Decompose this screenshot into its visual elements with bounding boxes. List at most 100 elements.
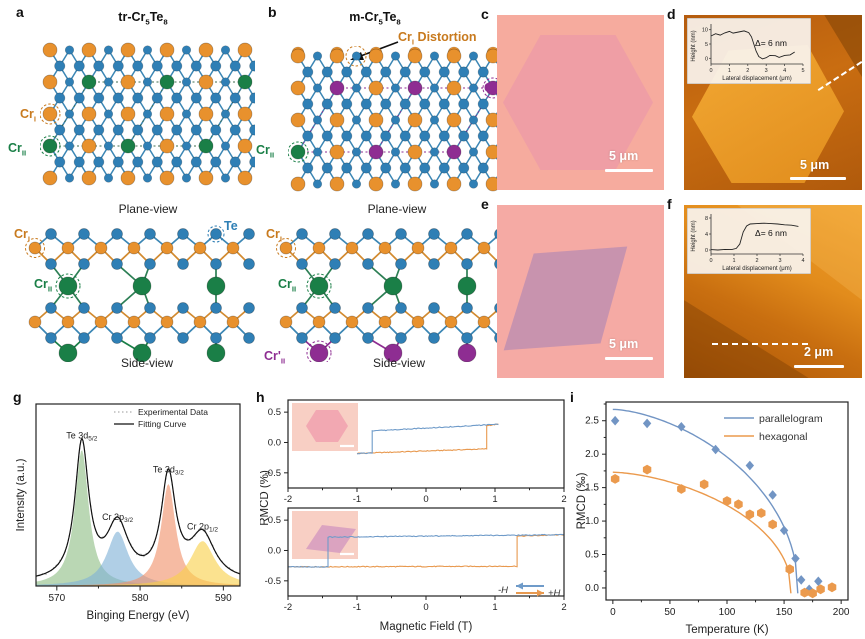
xps-spectrum-chart: 570 580 590 Binging Energy (eV) Intensity (a…: [16, 403, 241, 622]
svg-text:1.0: 1.0: [585, 516, 599, 527]
rmcd-temperature-chart: 0 50 100 150 200 0.0 0.5 1.0 1.5 2.0 2.5 parallelog…: [576, 401, 850, 636]
svg-text:1: 1: [492, 494, 497, 505]
hexagonal-flake: [503, 35, 653, 170]
optical-image-hexagonal-flake: 5 μm: [497, 15, 664, 190]
scale-bar-d: [790, 177, 846, 180]
svg-text:0.5: 0.5: [268, 407, 281, 418]
svg-text:Height (nm): Height (nm): [691, 30, 697, 61]
panel-label-b: b: [268, 4, 277, 20]
svg-text:4: 4: [705, 232, 708, 238]
svg-text:0.0: 0.0: [585, 583, 599, 594]
panel-label-c: c: [481, 6, 489, 22]
side-view-caption-b: Side-view: [372, 356, 426, 370]
scale-bar-label-c: 5 μm: [609, 149, 639, 163]
scale-bar-f: [794, 365, 844, 368]
cr1-distortion-label: CrI Distortion: [398, 30, 477, 47]
scale-bar-e: [605, 357, 653, 360]
te-label-side-a: Te: [224, 219, 238, 233]
svg-text:1: 1: [728, 68, 731, 74]
svg-text:Experimental Data: Experimental Data: [138, 407, 208, 417]
svg-text:0.5: 0.5: [585, 550, 599, 561]
crystal-side-view-tr: [25, 225, 255, 362]
svg-text:Magnetic Field (T): Magnetic Field (T): [380, 621, 473, 633]
svg-text:2: 2: [755, 258, 758, 264]
svg-text:RMCD (‰): RMCD (‰): [576, 472, 588, 529]
panel-label-f: f: [667, 196, 672, 212]
svg-text:2: 2: [561, 602, 566, 613]
svg-text:-0.5: -0.5: [265, 468, 281, 479]
svg-text:150: 150: [776, 607, 793, 618]
cr2-label-side-a: CrII: [34, 277, 53, 294]
svg-text:Fitting Curve: Fitting Curve: [138, 419, 186, 429]
svg-text:-H: -H: [498, 585, 508, 596]
svg-text:1.5: 1.5: [585, 483, 599, 494]
svg-text:3: 3: [778, 258, 781, 264]
svg-text:5: 5: [705, 42, 708, 48]
svg-text:4: 4: [801, 258, 804, 264]
svg-text:+H: +H: [548, 588, 561, 599]
svg-text:-1: -1: [353, 494, 361, 505]
svg-text:-2: -2: [284, 494, 292, 505]
svg-text:2: 2: [746, 68, 749, 74]
panel-label-e: e: [481, 196, 489, 212]
svg-text:2.0: 2.0: [585, 449, 599, 460]
svg-text:590: 590: [215, 593, 232, 604]
parallelogram-flake: [503, 246, 628, 351]
svg-text:2.5: 2.5: [585, 416, 599, 427]
svg-text:Δ= 6 nm: Δ= 6 nm: [755, 38, 787, 48]
svg-text:5: 5: [801, 68, 804, 74]
plane-view-caption-a: Plane-view: [118, 202, 178, 216]
cr2-label-plane-a: CrII: [8, 141, 27, 158]
height-profile-inset-d: 0 5 10 0 1 2 3 4 5 Lateral displacement (μm) Heigh…: [687, 18, 811, 84]
afm-image-terrace: 0 4 8 0 1 2 3 4 Lateral displacement (μm) Height …: [684, 205, 862, 378]
crystal-plane-view-m: [288, 46, 509, 192]
rmcd-hysteresis-chart: -2 -1 0 1 2 0.5 0.0 -0.5 -2 -1 0 1 2 0.5 0.0 -0.5 -H +H Ma…: [260, 399, 567, 633]
svg-text:0.0: 0.0: [268, 437, 281, 448]
svg-text:Lateral displacement (μm): Lateral displacement (μm): [722, 266, 791, 272]
height-profile-inset-f: 0 4 8 0 1 2 3 4 Lateral displacement (μm) Height …: [687, 208, 811, 274]
svg-text:Te 3d5/2: Te 3d5/2: [66, 431, 97, 443]
svg-text:1: 1: [732, 258, 735, 264]
svg-text:50: 50: [664, 607, 676, 618]
panel-label-h: h: [256, 389, 265, 405]
crystal-plane-view-tr: [40, 42, 255, 186]
svg-text:Cr 2p3/2: Cr 2p3/2: [102, 512, 133, 524]
scale-bar-label-e: 5 μm: [609, 337, 639, 351]
svg-text:100: 100: [719, 607, 736, 618]
svg-text:Lateral displacement (μm): Lateral displacement (μm): [722, 76, 791, 82]
panel-label-a: a: [16, 4, 24, 20]
cr1-label-side-a: CrI: [14, 227, 31, 244]
svg-text:0: 0: [610, 607, 616, 618]
afm-profile-line-f: [712, 343, 808, 345]
svg-text:2: 2: [561, 494, 566, 505]
scale-bar-label-f: 2 μm: [804, 345, 834, 359]
svg-text:hexagonal: hexagonal: [759, 431, 807, 443]
svg-text:0.0: 0.0: [268, 545, 281, 556]
svg-text:Te 3d3/2: Te 3d3/2: [153, 465, 184, 477]
svg-text:3: 3: [765, 68, 768, 74]
svg-text:0: 0: [709, 68, 712, 74]
svg-text:4: 4: [783, 68, 786, 74]
svg-text:580: 580: [132, 593, 149, 604]
panel-b-title: m-Cr5Te8: [349, 10, 401, 27]
plane-view-caption-b: Plane-view: [367, 202, 427, 216]
svg-text:Intensity (a.u.): Intensity (a.u.): [16, 458, 27, 531]
svg-text:Δ= 6 nm: Δ= 6 nm: [755, 228, 787, 238]
svg-text:200: 200: [833, 607, 850, 618]
panel-label-d: d: [667, 6, 676, 22]
svg-text:Height (nm): Height (nm): [691, 220, 697, 251]
cr1-label-plane-a: CrI: [20, 107, 37, 124]
crystal-side-view-m: [276, 228, 506, 362]
svg-text:8: 8: [705, 216, 708, 222]
cr2-label-side-b: CrII: [278, 277, 297, 294]
scale-bar-label-d: 5 μm: [800, 158, 830, 172]
svg-text:Cr 2p1/2: Cr 2p1/2: [187, 522, 218, 534]
svg-text:0: 0: [705, 248, 708, 254]
svg-text:Binging Energy (eV): Binging Energy (eV): [87, 610, 190, 622]
cr1-label-side-b: CrI: [266, 227, 283, 244]
svg-text:-2: -2: [284, 602, 292, 613]
svg-text:-0.5: -0.5: [265, 576, 281, 587]
svg-text:1: 1: [492, 602, 497, 613]
side-view-caption-a: Side-view: [120, 356, 174, 370]
